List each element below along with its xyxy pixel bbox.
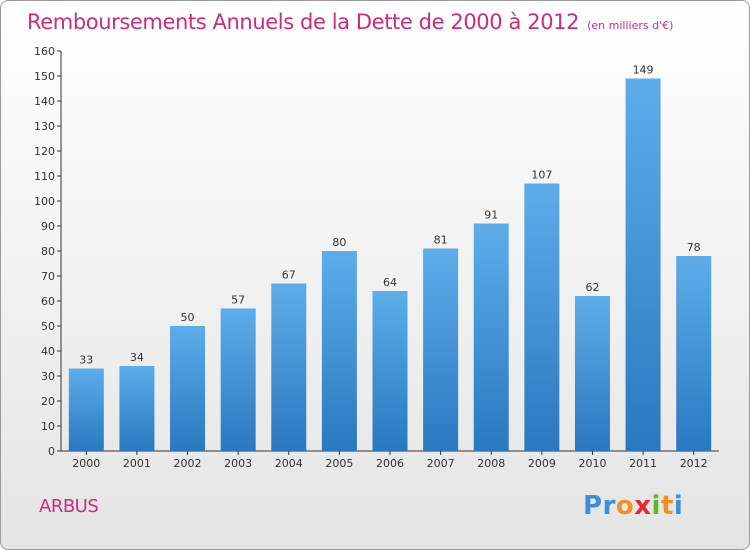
logo-letter: P [583,491,603,521]
x-tick-label: 2008 [477,457,505,470]
bar [676,256,712,451]
chart-title-text: Remboursements Annuels de la Dette de 20… [27,10,580,34]
x-tick-label: 2005 [325,457,353,470]
y-tick-label: 20 [41,395,55,408]
y-tick-label: 80 [41,245,55,258]
bar [524,183,560,451]
y-tick-label: 0 [48,445,55,458]
bar-value-label: 107 [531,169,552,182]
bar [574,296,610,451]
bar-value-label: 33 [79,354,93,367]
y-tick-label: 150 [34,70,55,83]
bar-value-label: 64 [383,276,397,289]
bar [271,283,307,451]
y-tick-label: 30 [41,370,55,383]
y-tick-label: 130 [34,120,55,133]
y-tick-label: 120 [34,145,55,158]
bar-value-label: 34 [130,351,144,364]
x-tick-label: 2000 [72,457,100,470]
y-tick-label: 50 [41,320,55,333]
bar [473,223,509,451]
x-tick-label: 2011 [629,457,657,470]
bar-value-label: 57 [231,294,245,307]
logo-letter: x [634,491,652,521]
bar [321,251,357,451]
logo-letter: t [660,491,674,521]
y-tick-label: 100 [34,195,55,208]
logo-letter: o [615,491,635,521]
x-tick-label: 2004 [275,457,303,470]
x-tick-label: 2012 [680,457,708,470]
bar-value-label: 50 [181,311,195,324]
bar-value-label: 67 [282,269,296,282]
y-tick-label: 10 [41,420,55,433]
x-tick-label: 2006 [376,457,404,470]
logo-letter: i [673,491,684,521]
bar [625,78,661,451]
x-tick-label: 2007 [427,457,455,470]
bar [170,326,206,451]
y-tick-label: 40 [41,345,55,358]
bar [220,308,256,451]
bar [372,291,408,451]
bar-value-label: 149 [633,64,654,77]
commune-name: ARBUS [39,496,99,517]
bar [68,368,104,451]
x-tick-label: 2001 [123,457,151,470]
bar [119,366,155,451]
y-tick-label: 70 [41,270,55,283]
bar-value-label: 80 [332,236,346,249]
logo-letter: i [651,491,661,521]
y-tick-label: 140 [34,95,55,108]
proxiti-logo: Proxiti [583,491,683,521]
bar-value-label: 78 [687,241,701,254]
chart-title: Remboursements Annuels de la Dette de 20… [27,10,673,34]
x-tick-label: 2002 [174,457,202,470]
bar-value-label: 62 [585,281,599,294]
y-tick-label: 90 [41,220,55,233]
x-tick-label: 2003 [224,457,252,470]
y-tick-label: 60 [41,295,55,308]
bar-value-label: 91 [484,209,498,222]
bar-value-label: 81 [434,234,448,247]
bar [423,248,459,451]
y-tick-label: 160 [34,45,55,58]
x-tick-label: 2010 [578,457,606,470]
chart-subtitle: (en milliers d'€) [587,19,674,32]
x-tick-label: 2009 [528,457,556,470]
logo-letter: r [602,491,616,521]
y-tick-label: 110 [34,170,55,183]
